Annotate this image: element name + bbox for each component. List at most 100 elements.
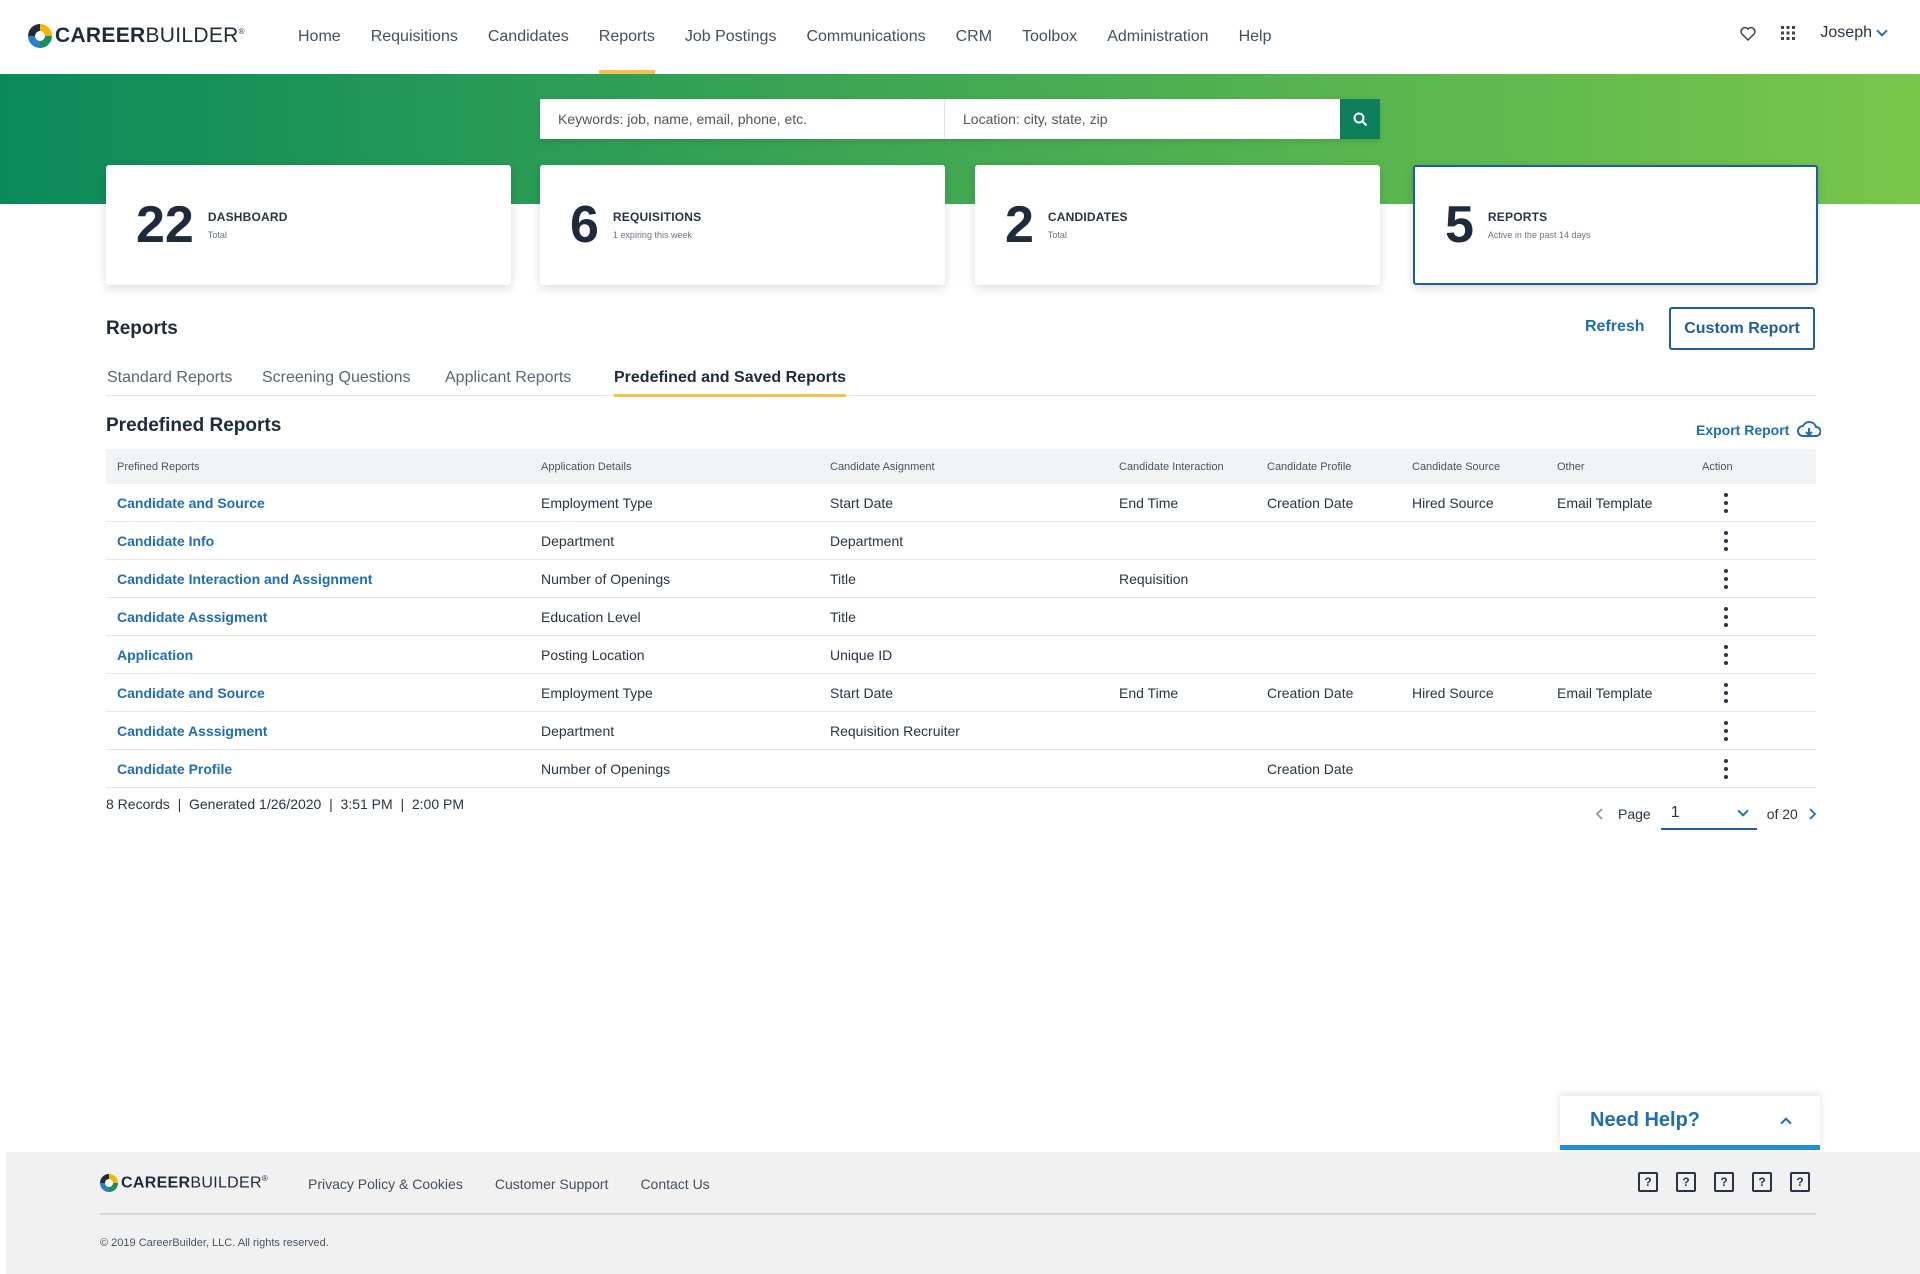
nav-job-postings[interactable]: Job Postings <box>684 28 777 45</box>
stat-card-reports[interactable]: 5 REPORTS Active in the past 14 days <box>1413 165 1818 285</box>
nav-candidates[interactable]: Candidates <box>487 28 569 45</box>
report-link[interactable]: Candidate and Source <box>117 685 265 701</box>
report-link[interactable]: Candidate and Source <box>117 495 265 511</box>
footer-links: Privacy Policy & Cookies Customer Suppor… <box>308 1176 710 1192</box>
table-cell: Title <box>830 609 856 625</box>
table-row: Candidate Info Department Department <box>106 522 1816 560</box>
records-meta: 8 Records | Generated 1/26/2020 | 3:51 P… <box>106 796 464 812</box>
custom-report-button[interactable]: Custom Report <box>1669 307 1815 350</box>
stat-title: DASHBOARD <box>207 210 288 224</box>
page-current: 1 <box>1670 804 1680 821</box>
table-cell: Start Date <box>830 495 894 511</box>
logo-mark-icon <box>100 1174 118 1193</box>
row-actions-kebab-icon[interactable] <box>1720 531 1732 551</box>
table-cell: Requisition Recruiter <box>830 723 960 739</box>
tab-standard-reports[interactable]: Standard Reports <box>107 369 233 386</box>
stat-number: 2 <box>1005 196 1034 254</box>
report-link[interactable]: Candidate Info <box>117 533 215 549</box>
table-cell: Education Level <box>541 609 641 625</box>
table-cell: Department <box>541 533 615 549</box>
table-row: Candidate and Source Employment Type Start… <box>106 484 1816 522</box>
export-report-button[interactable]: Export Report <box>1696 421 1822 439</box>
column-header: Candidate Profile <box>1267 461 1352 473</box>
user-menu[interactable]: Joseph <box>1820 24 1888 42</box>
keywords-input[interactable]: Keywords: job, name, email, phone, etc. <box>540 99 945 139</box>
table-row: Candidate Asssigment Education Level Title <box>106 598 1816 636</box>
table-row: Application Posting Location Unique ID <box>106 636 1816 674</box>
stat-sub: Total <box>207 230 227 240</box>
help-question-icon[interactable]: ? <box>1638 1172 1658 1192</box>
nav-home[interactable]: Home <box>298 28 341 45</box>
nav-toolbox[interactable]: Toolbox <box>1022 28 1078 45</box>
nav-help[interactable]: Help <box>1238 28 1272 45</box>
contact-us-link[interactable]: Contact Us <box>640 1176 710 1192</box>
column-header: Action <box>1702 461 1733 473</box>
search-bar: Keywords: job, name, email, phone, etc. … <box>540 99 1380 139</box>
tab-applicant-reports[interactable]: Applicant Reports <box>445 369 572 386</box>
help-question-icon[interactable]: ? <box>1676 1172 1696 1192</box>
table-cell: Department <box>830 533 904 549</box>
table-cell: Unique ID <box>830 647 893 663</box>
tab-screening-questions[interactable]: Screening Questions <box>262 369 411 386</box>
privacy-policy-link[interactable]: Privacy Policy & Cookies <box>308 1176 463 1192</box>
nav-communications[interactable]: Communications <box>806 28 926 45</box>
nav-administration[interactable]: Administration <box>1107 28 1209 45</box>
chevron-down-icon <box>1876 25 1888 37</box>
prev-page-icon[interactable] <box>1592 806 1608 822</box>
report-link[interactable]: Application <box>117 647 194 663</box>
stat-title: REPORTS <box>1487 210 1548 224</box>
search-button[interactable] <box>1340 99 1380 139</box>
footer-logo[interactable]: CAREERBUILDER® <box>100 1174 268 1193</box>
table-row: Candidate Asssigment Department Requisitio… <box>106 712 1816 750</box>
location-input[interactable]: Location: city, state, zip <box>945 99 1340 139</box>
help-question-icon[interactable]: ? <box>1714 1172 1734 1192</box>
page-select[interactable]: 1 <box>1660 798 1757 830</box>
row-actions-kebab-icon[interactable] <box>1720 721 1732 741</box>
help-question-icon[interactable]: ? <box>1790 1172 1810 1192</box>
page-label: Page <box>1618 806 1651 822</box>
report-link[interactable]: Candidate Asssigment <box>117 609 268 625</box>
stat-card-dashboard[interactable]: 22 DASHBOARD Total <box>106 165 511 285</box>
customer-support-link[interactable]: Customer Support <box>494 1176 609 1192</box>
need-help-widget[interactable]: Need Help? <box>1560 1096 1820 1150</box>
table-body: Candidate and Source Employment Type Start… <box>106 484 1816 788</box>
stat-number: 6 <box>570 196 599 254</box>
stat-card-requisitions[interactable]: 6 REQUISITIONS 1 expiring this week <box>540 165 945 285</box>
copyright: © 2019 CareerBuilder, LLC. All rights re… <box>100 1237 329 1249</box>
row-actions-kebab-icon[interactable] <box>1720 569 1732 589</box>
apps-grid-icon[interactable] <box>1780 25 1796 41</box>
report-link[interactable]: Candidate Interaction and Assignment <box>117 571 373 587</box>
report-tabs: Standard Reports Screening Questions App… <box>106 362 1816 397</box>
table-cell: Hired Source <box>1412 495 1494 511</box>
top-navigation: CAREERBUILDER® Home Requisitions Candidate… <box>0 0 1920 74</box>
table-cell: End Time <box>1119 495 1179 511</box>
stat-number: 5 <box>1445 196 1474 254</box>
nav-reports[interactable]: Reports <box>598 0 655 74</box>
row-actions-kebab-icon[interactable] <box>1720 645 1732 665</box>
stat-title: CANDIDATES <box>1047 210 1128 224</box>
nav-crm[interactable]: CRM <box>955 28 993 45</box>
favorites-heart-icon[interactable] <box>1740 25 1757 41</box>
stat-sub: Total <box>1047 230 1067 240</box>
export-report-label: Export Report <box>1696 422 1790 438</box>
next-page-icon[interactable] <box>1804 806 1820 822</box>
logo-mark-icon <box>28 24 52 48</box>
report-link[interactable]: Candidate Asssigment <box>117 723 268 739</box>
table-cell: Number of Openings <box>541 761 671 777</box>
report-link[interactable]: Candidate Profile <box>117 761 233 777</box>
refresh-button[interactable]: Refresh <box>1585 318 1645 335</box>
row-actions-kebab-icon[interactable] <box>1720 493 1732 513</box>
column-header: Other <box>1557 461 1585 473</box>
careerbuilder-logo[interactable]: CAREERBUILDER® <box>28 24 245 48</box>
row-actions-kebab-icon[interactable] <box>1720 683 1732 703</box>
stat-card-candidates[interactable]: 2 CANDIDATES Total <box>975 165 1380 285</box>
column-header: Application Details <box>541 461 632 473</box>
help-question-icon[interactable]: ? <box>1752 1172 1772 1192</box>
row-actions-kebab-icon[interactable] <box>1720 759 1732 779</box>
user-name: Joseph <box>1820 24 1872 41</box>
row-actions-kebab-icon[interactable] <box>1720 607 1732 627</box>
tab-predefined-saved-reports[interactable]: Predefined and Saved Reports <box>614 369 847 397</box>
table-cell: Hired Source <box>1412 685 1494 701</box>
table-cell: Number of Openings <box>541 571 671 587</box>
nav-requisitions[interactable]: Requisitions <box>370 28 458 45</box>
